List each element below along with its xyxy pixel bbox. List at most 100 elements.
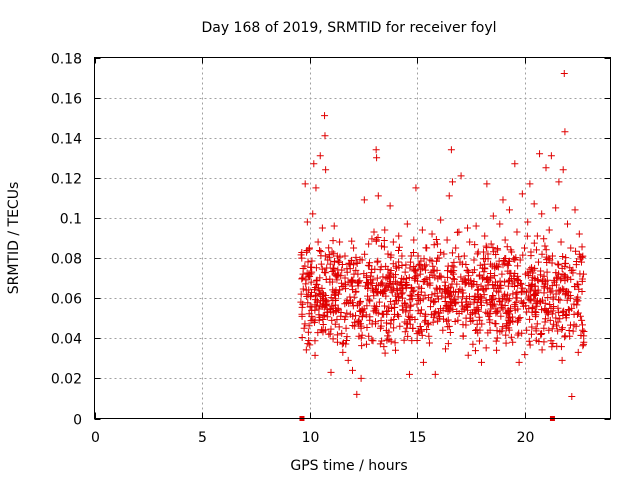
data-point bbox=[485, 276, 493, 284]
data-point bbox=[548, 325, 556, 333]
data-point bbox=[445, 192, 453, 200]
data-point bbox=[314, 329, 322, 337]
data-point bbox=[443, 303, 451, 311]
data-point bbox=[442, 304, 450, 312]
data-points bbox=[297, 70, 588, 400]
data-point bbox=[406, 296, 414, 304]
data-point bbox=[349, 322, 357, 330]
data-point bbox=[544, 310, 552, 318]
data-point bbox=[553, 274, 561, 282]
x-tick-label: 5 bbox=[198, 430, 207, 446]
data-point bbox=[444, 273, 452, 281]
data-point bbox=[382, 319, 390, 327]
data-point bbox=[367, 272, 375, 280]
data-point bbox=[329, 264, 337, 272]
data-point bbox=[540, 235, 548, 243]
data-point bbox=[316, 152, 324, 160]
data-point bbox=[411, 316, 419, 324]
x-tick-label: 20 bbox=[517, 430, 535, 446]
data-point bbox=[299, 270, 307, 278]
data-point bbox=[399, 306, 407, 314]
data-point bbox=[502, 324, 510, 332]
data-point bbox=[464, 306, 472, 314]
data-point bbox=[526, 180, 534, 188]
data-point bbox=[537, 330, 545, 338]
data-point bbox=[501, 255, 509, 263]
data-point bbox=[565, 306, 573, 314]
data-point bbox=[561, 272, 569, 280]
data-point bbox=[308, 268, 316, 276]
data-point bbox=[534, 286, 542, 294]
data-point bbox=[378, 337, 386, 345]
data-point bbox=[422, 316, 430, 324]
data-point bbox=[407, 258, 415, 266]
data-point bbox=[469, 340, 477, 348]
data-point bbox=[349, 366, 356, 374]
data-point bbox=[341, 252, 349, 260]
data-point bbox=[576, 270, 584, 278]
data-point bbox=[525, 281, 533, 289]
data-point bbox=[444, 323, 452, 331]
y-axis-label: SRMTID / TECUs bbox=[6, 182, 22, 295]
data-point bbox=[427, 296, 435, 304]
data-point bbox=[448, 268, 456, 276]
data-point bbox=[462, 302, 470, 310]
data-point bbox=[561, 260, 569, 268]
data-point bbox=[495, 257, 503, 265]
data-point bbox=[530, 200, 538, 208]
data-point bbox=[365, 262, 373, 270]
data-point bbox=[538, 346, 546, 354]
data-point bbox=[460, 252, 468, 260]
data-point bbox=[470, 266, 478, 274]
data-point bbox=[489, 212, 497, 220]
data-point bbox=[369, 286, 377, 294]
data-point bbox=[336, 238, 344, 246]
data-point bbox=[577, 253, 585, 261]
data-point bbox=[571, 206, 579, 214]
data-point bbox=[532, 325, 540, 333]
data-point bbox=[488, 262, 496, 270]
data-point bbox=[420, 277, 428, 285]
data-point bbox=[401, 328, 409, 336]
data-point bbox=[322, 269, 330, 277]
data-point bbox=[448, 249, 456, 257]
data-point bbox=[374, 192, 382, 200]
data-point bbox=[357, 374, 365, 382]
y-tick-label: 0.18 bbox=[51, 52, 82, 68]
data-point bbox=[389, 260, 397, 268]
data-point bbox=[384, 307, 392, 315]
data-point bbox=[358, 342, 366, 350]
data-point bbox=[342, 340, 350, 348]
data-point bbox=[450, 275, 458, 283]
data-point bbox=[477, 301, 485, 309]
data-point bbox=[410, 248, 418, 256]
data-point bbox=[542, 164, 550, 172]
data-point bbox=[482, 344, 490, 352]
data-point bbox=[431, 370, 439, 378]
data-point bbox=[561, 128, 569, 136]
data-point bbox=[417, 257, 425, 265]
data-point bbox=[549, 295, 557, 303]
data-point bbox=[341, 300, 349, 308]
data-point bbox=[399, 289, 407, 297]
data-point bbox=[523, 326, 531, 334]
data-point bbox=[547, 152, 555, 160]
data-point bbox=[534, 258, 542, 266]
data-point bbox=[458, 307, 466, 315]
data-point bbox=[380, 243, 388, 251]
data-point bbox=[350, 244, 358, 252]
data-point bbox=[550, 320, 558, 328]
data-point bbox=[329, 237, 337, 245]
data-point bbox=[425, 332, 433, 340]
data-point bbox=[540, 272, 548, 280]
data-point bbox=[572, 261, 580, 269]
data-point bbox=[434, 295, 442, 303]
data-point bbox=[526, 341, 534, 349]
data-point bbox=[342, 324, 350, 332]
data-point bbox=[305, 337, 313, 345]
data-point bbox=[470, 256, 478, 264]
data-point bbox=[415, 261, 423, 269]
data-point bbox=[331, 320, 339, 328]
data-point bbox=[532, 300, 540, 308]
data-point bbox=[336, 253, 344, 261]
